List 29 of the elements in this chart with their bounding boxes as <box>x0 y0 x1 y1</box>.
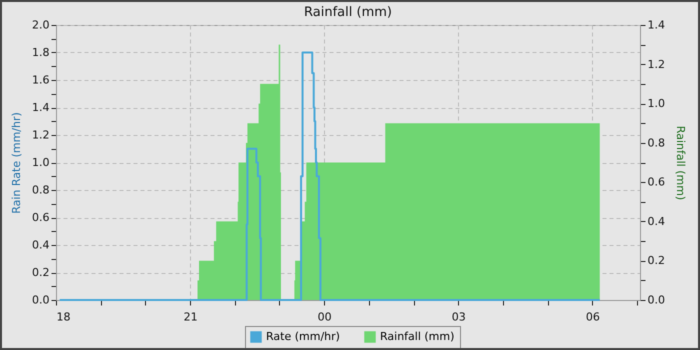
y-tick-label: 1.0 <box>32 156 50 169</box>
legend-label: Rate (mm/hr) <box>266 330 340 343</box>
y2-tick-label: 0.6 <box>648 176 665 189</box>
x-tick-label: 00 <box>318 310 332 324</box>
y2-tick-label: 0.8 <box>648 136 665 150</box>
y-tick-label: 1.6 <box>32 74 50 86</box>
x-tick-label: 03 <box>452 310 466 324</box>
y2-tick-label: 0.0 <box>648 294 665 306</box>
y2-tick-label: 0.2 <box>648 254 665 268</box>
chart-title: Rainfall (mm) <box>304 5 392 20</box>
y2-axis-title: Rainfall (mm) <box>674 126 687 200</box>
y-tick-label: 1.8 <box>32 46 50 59</box>
y-tick-label: 0.8 <box>32 184 50 196</box>
x-tick-label: 18 <box>56 310 70 324</box>
y2-tick-label: 0.4 <box>648 214 665 228</box>
x-tick-label: 06 <box>586 310 600 324</box>
y-tick-label: 1.2 <box>32 128 50 142</box>
y-tick-label: 2.0 <box>32 18 50 32</box>
y-tick-label: 0.2 <box>32 266 50 279</box>
legend-label: Rainfall (mm) <box>380 330 454 343</box>
y-axis-title: Rain Rate (mm/hr) <box>10 112 24 214</box>
y2-tick-label: 1.4 <box>648 18 665 32</box>
y2-tick-label: 1.0 <box>648 97 665 110</box>
y-tick-label: 1.4 <box>32 101 50 114</box>
x-tick-label: 21 <box>184 310 198 324</box>
y-tick-label: 0.6 <box>32 211 50 224</box>
y2-tick-label: 1.2 <box>648 58 665 71</box>
y-tick-label: 0.0 <box>32 294 50 306</box>
y-tick-label: 0.4 <box>32 238 50 252</box>
